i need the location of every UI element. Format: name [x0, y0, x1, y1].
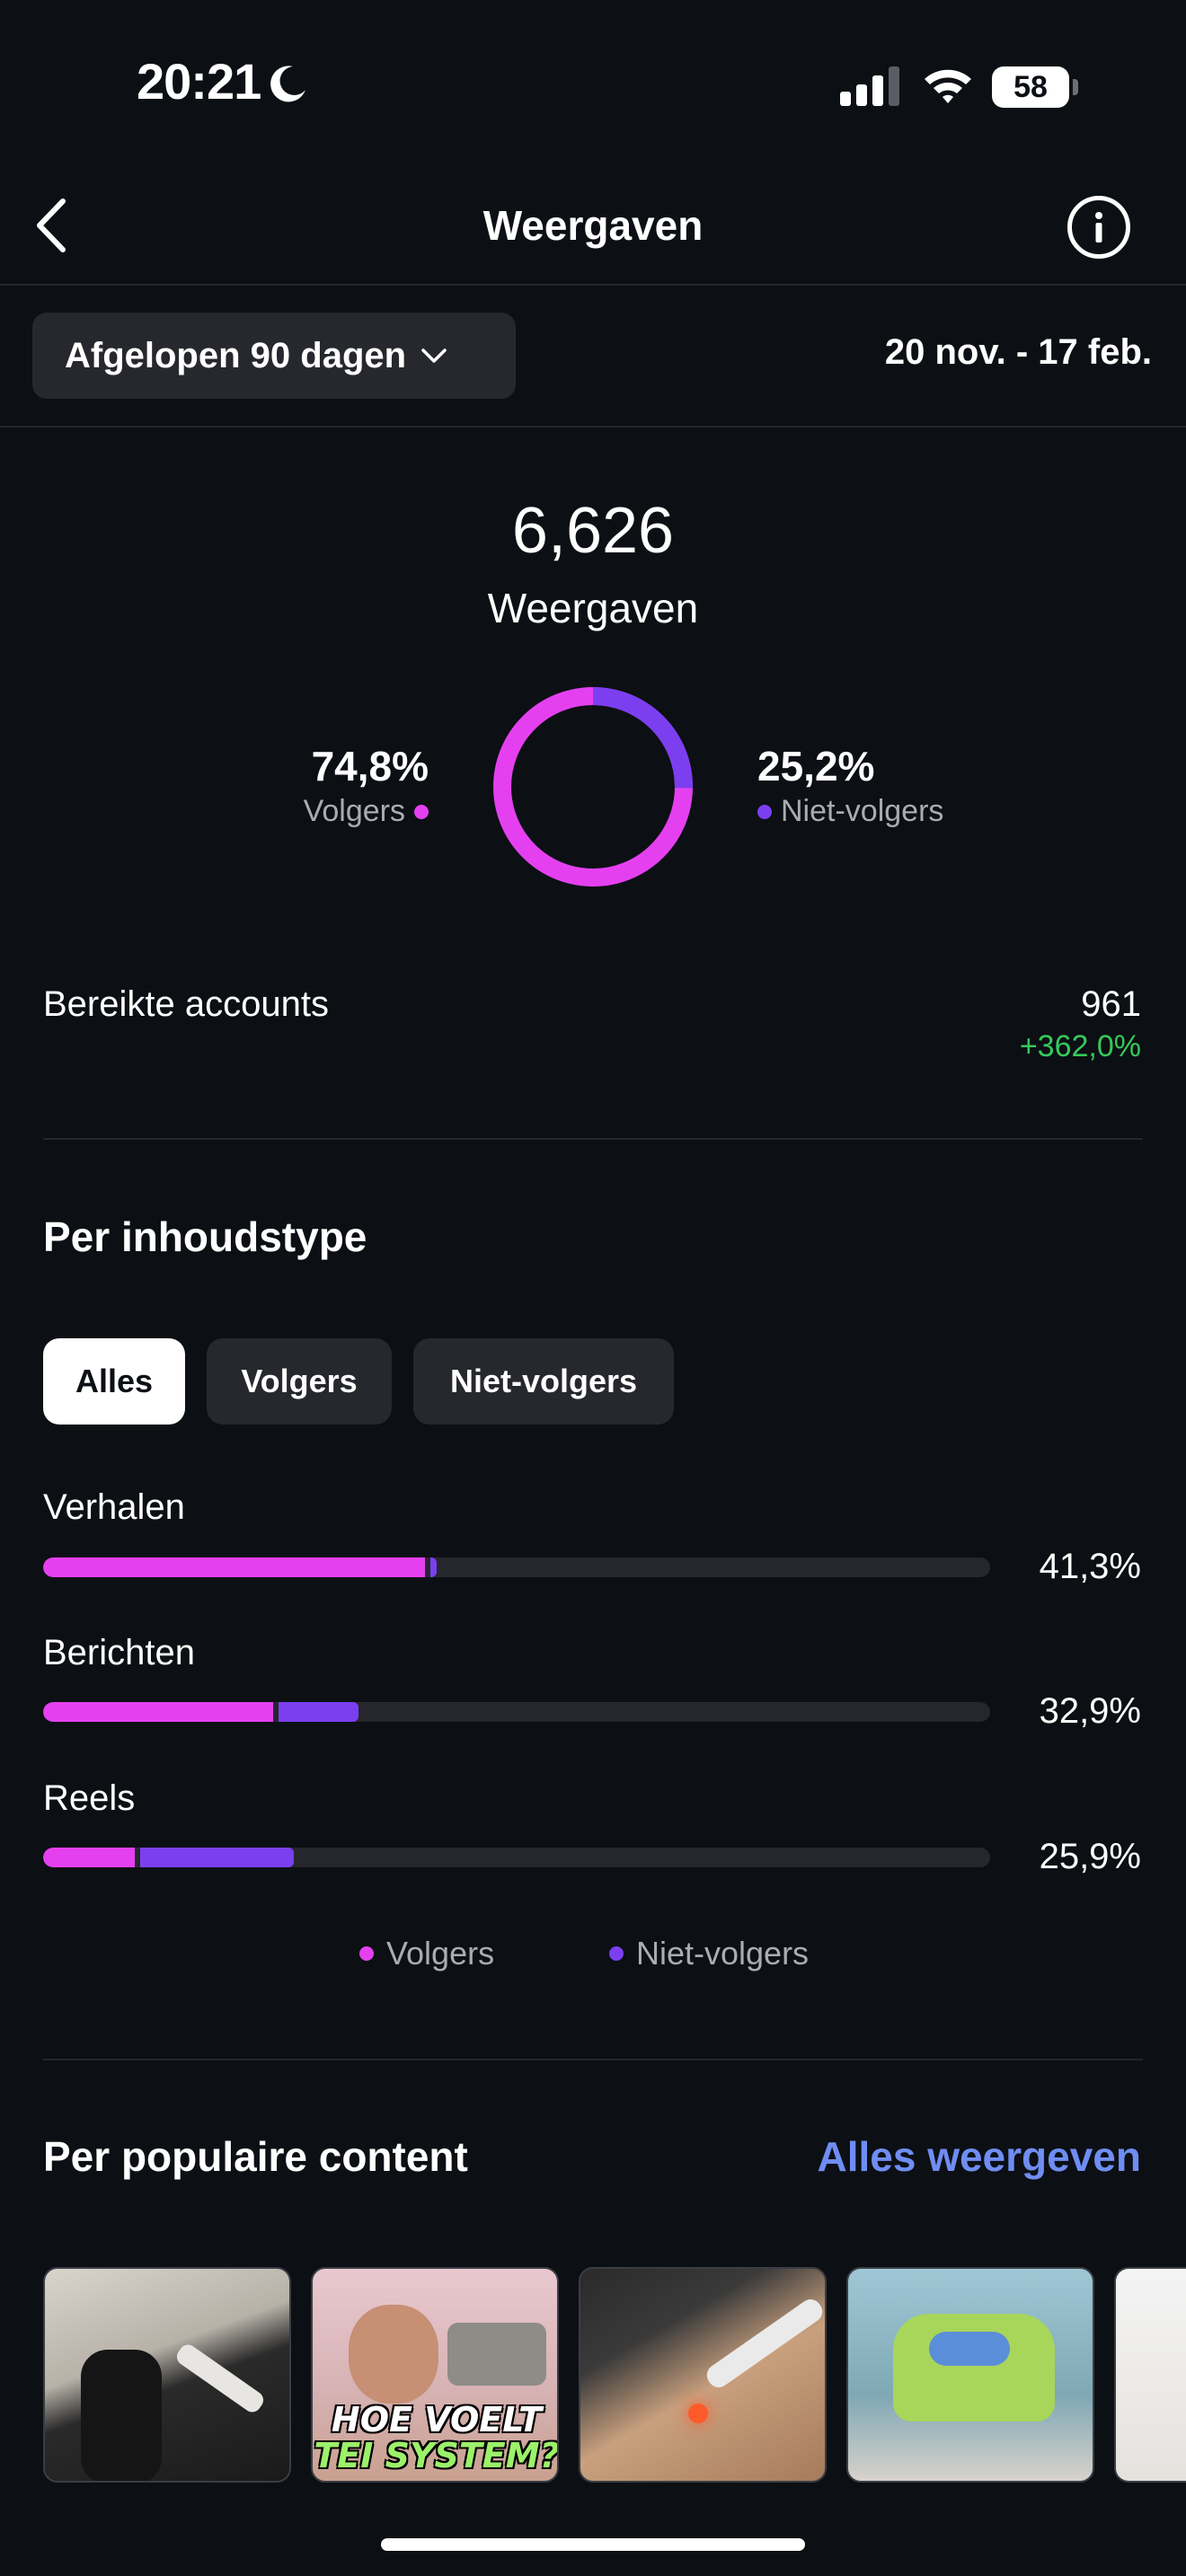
views-donut-chart — [493, 687, 693, 887]
total-views-count: 6,626 — [511, 495, 675, 567]
battery-tip — [1073, 79, 1078, 95]
content-type-divider — [43, 2059, 1143, 2060]
followers-dot — [414, 804, 429, 819]
back-arrow-icon[interactable] — [27, 194, 77, 257]
content-type-percentage: 41,3% — [1039, 1547, 1141, 1586]
thumbnail-device — [893, 2314, 1055, 2422]
content-type-percentage: 32,9% — [1039, 1691, 1141, 1731]
popular-content-title: Per populaire content — [43, 2133, 468, 2180]
chip-followers[interactable]: Volgers — [207, 1338, 392, 1425]
bar-followers-segment — [43, 1702, 274, 1722]
battery-indicator: 58 — [992, 66, 1078, 108]
content-type-label: Verhalen — [43, 1487, 185, 1527]
content-type-label: Reels — [43, 1778, 136, 1818]
non-followers-dot — [757, 804, 772, 819]
bottom-safe-area — [0, 2483, 1186, 2576]
followers-percentage: 74,8% — [311, 743, 429, 790]
non-followers-label: Niet-volgers — [781, 794, 944, 828]
info-icon[interactable] — [1067, 196, 1130, 259]
status-time: 20:21 — [137, 53, 261, 110]
thumbnail-figure — [81, 2350, 162, 2481]
donut-non-followers-arc — [493, 687, 693, 887]
bar-non-followers-segment — [279, 1702, 358, 1722]
content-type-bar — [43, 1557, 990, 1577]
header-divider — [0, 284, 1186, 286]
non-followers-share: 25,2% Niet-volgers — [757, 742, 943, 829]
thumbnail-face — [349, 2305, 438, 2404]
chip-all[interactable]: Alles — [43, 1338, 185, 1425]
bar-non-followers-segment — [429, 1557, 438, 1577]
content-type-bar — [43, 1702, 990, 1722]
popular-content-thumbnail[interactable] — [846, 2267, 1094, 2483]
legend-followers: Volgers — [359, 1935, 494, 1972]
reach-divider — [43, 1138, 1143, 1140]
popular-content-thumbnail[interactable] — [1114, 2267, 1186, 2483]
bar-followers-segment — [43, 1557, 425, 1577]
show-all-link[interactable]: Alles weergeven — [817, 2133, 1141, 2180]
legend-non-followers: Niet-volgers — [609, 1935, 809, 1972]
legend-non-followers-label: Niet-volgers — [636, 1935, 810, 1972]
cellular-signal-icon — [840, 66, 899, 106]
reached-accounts-label: Bereikte accounts — [43, 984, 329, 1024]
date-range-dropdown[interactable]: Afgelopen 90 dagen — [32, 313, 516, 399]
content-type-percentage: 25,9% — [1039, 1837, 1141, 1876]
legend-non-followers-dot — [609, 1946, 624, 1961]
popular-content-thumbnail[interactable]: HOE VOELT TEI SYSTEM? — [311, 2267, 559, 2483]
date-range-dropdown-label: Afgelopen 90 dagen — [65, 335, 407, 375]
page-title: Weergaven — [482, 202, 704, 249]
popular-content-thumbnail[interactable] — [43, 2267, 291, 2483]
home-indicator[interactable] — [381, 2538, 805, 2551]
thumbnail-device — [703, 2295, 825, 2392]
content-type-title: Per inhoudstype — [43, 1213, 367, 1260]
moon-icon — [270, 66, 305, 102]
thumbnail-device — [447, 2323, 546, 2386]
total-views-label: Weergaven — [487, 585, 699, 631]
followers-share: 74,8% Volgers — [304, 742, 429, 829]
content-type-bar — [43, 1848, 990, 1867]
chip-non-followers[interactable]: Niet-volgers — [413, 1338, 674, 1425]
popular-content-thumbnail[interactable] — [579, 2267, 827, 2483]
chevron-down-icon — [421, 348, 447, 363]
followers-label: Volgers — [303, 794, 405, 828]
wifi-icon — [925, 69, 971, 103]
legend-followers-label: Volgers — [386, 1935, 495, 1972]
legend-followers-dot — [359, 1946, 374, 1961]
thumbnail-caption-line2: TEI SYSTEM? — [314, 2436, 559, 2475]
reached-accounts-delta: +362,0% — [1019, 1029, 1141, 1063]
thumbnail-caption-line1: HOE VOELT — [331, 2400, 543, 2439]
reached-accounts-value: 961 — [1081, 984, 1141, 1024]
non-followers-percentage: 25,2% — [757, 743, 875, 790]
thumbnail-light — [688, 2404, 708, 2423]
battery-level: 58 — [992, 66, 1069, 108]
content-type-label: Berichten — [43, 1633, 195, 1672]
filter-divider — [0, 426, 1186, 428]
thumbnail-screen — [929, 2332, 1010, 2366]
bar-followers-segment — [43, 1848, 136, 1867]
bar-non-followers-segment — [140, 1848, 294, 1867]
date-range-text: 20 nov. - 17 feb. — [884, 332, 1152, 372]
thumbnail-device — [173, 2341, 267, 2416]
